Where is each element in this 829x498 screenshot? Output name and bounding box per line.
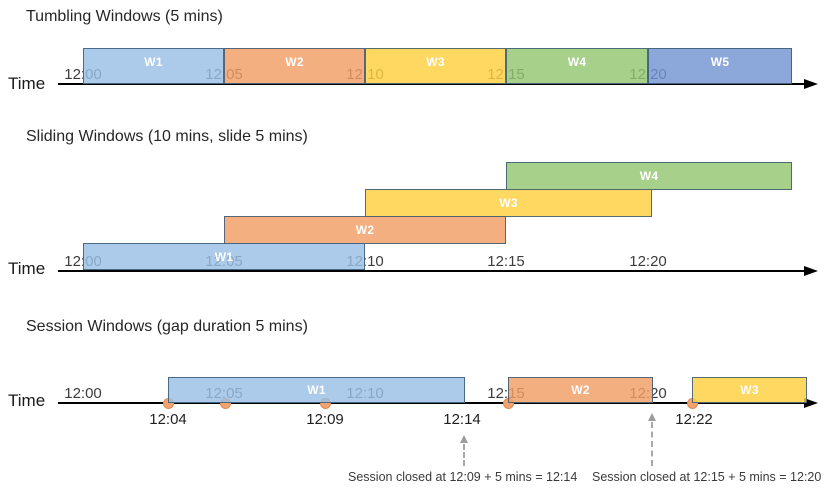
tumbling-window-w5: W5 <box>648 48 792 84</box>
session-close-arrow-1-head-icon <box>459 435 468 443</box>
tumbling-window-w1: W1 <box>83 48 224 84</box>
session-window-w1: W1 <box>168 377 465 403</box>
session-axis-arrowhead-icon <box>804 397 818 408</box>
tumbling-window-w5-label: W5 <box>710 54 730 69</box>
sliding-time-axis-label: Time <box>8 259 46 278</box>
sliding-window-w3-label: W3 <box>499 196 518 210</box>
session-window-w2-label: W2 <box>571 383 590 397</box>
sliding-window-w4-label: W4 <box>639 169 659 183</box>
session-event-label-1204: 12:04 <box>149 411 187 428</box>
tumbling-window-w3: W3 <box>365 48 506 84</box>
sliding-time-axis <box>58 270 806 273</box>
tumbling-window-w2-label: W2 <box>285 54 304 69</box>
session-event-label-1209: 12:09 <box>306 411 344 428</box>
session-window-w2: W2 <box>508 377 653 403</box>
session-tick-1200: 12:00 <box>64 385 102 402</box>
sliding-window-w1: W1 <box>83 243 365 270</box>
session-window-w3: W3 <box>692 377 807 403</box>
tumbling-window-w4: W4 <box>506 48 648 84</box>
session-window-w3-label: W3 <box>740 383 759 397</box>
session-close-arrow-2 <box>651 422 653 466</box>
tumbling-window-w3-label: W3 <box>426 54 445 69</box>
session-title: Session Windows (gap duration 5 mins) <box>26 318 308 335</box>
tumbling-window-w1-label: W1 <box>144 54 163 69</box>
sliding-window-w3: W3 <box>365 189 652 217</box>
sliding-tick-1215: 12:15 <box>487 253 525 270</box>
tumbling-window-w2: W2 <box>224 48 365 84</box>
tumbling-axis-arrowhead-icon <box>804 78 818 89</box>
sliding-tick-1220: 12:20 <box>629 253 667 270</box>
session-time-axis-label: Time <box>8 391 46 410</box>
sliding-window-w4: W4 <box>506 162 792 190</box>
session-event-label-1214: 12:14 <box>443 411 481 428</box>
session-event-label-1222: 12:22 <box>675 411 713 428</box>
session-close-arrow-1 <box>463 444 465 466</box>
sliding-window-w2-label: W2 <box>355 223 375 237</box>
sliding-window-w2: W2 <box>224 216 506 244</box>
session-window-w1-label: W1 <box>307 383 326 397</box>
session-close-annotation-1: Session closed at 12:09 + 5 mins = 12:14 <box>348 470 578 484</box>
session-time-axis <box>58 402 806 405</box>
tumbling-window-w4-label: W4 <box>567 54 587 69</box>
sliding-axis-arrowhead-icon <box>804 265 818 276</box>
session-close-arrow-2-head-icon <box>647 413 656 421</box>
tumbling-time-axis-label: Time <box>8 74 46 93</box>
tumbling-title: Tumbling Windows (5 mins) <box>26 8 223 25</box>
session-close-annotation-2: Session closed at 12:15 + 5 mins = 12:20 <box>592 470 822 484</box>
sliding-title: Sliding Windows (10 mins, slide 5 mins) <box>26 128 308 145</box>
tumbling-time-axis <box>58 83 806 86</box>
sliding-window-w1-label: W1 <box>214 249 234 264</box>
